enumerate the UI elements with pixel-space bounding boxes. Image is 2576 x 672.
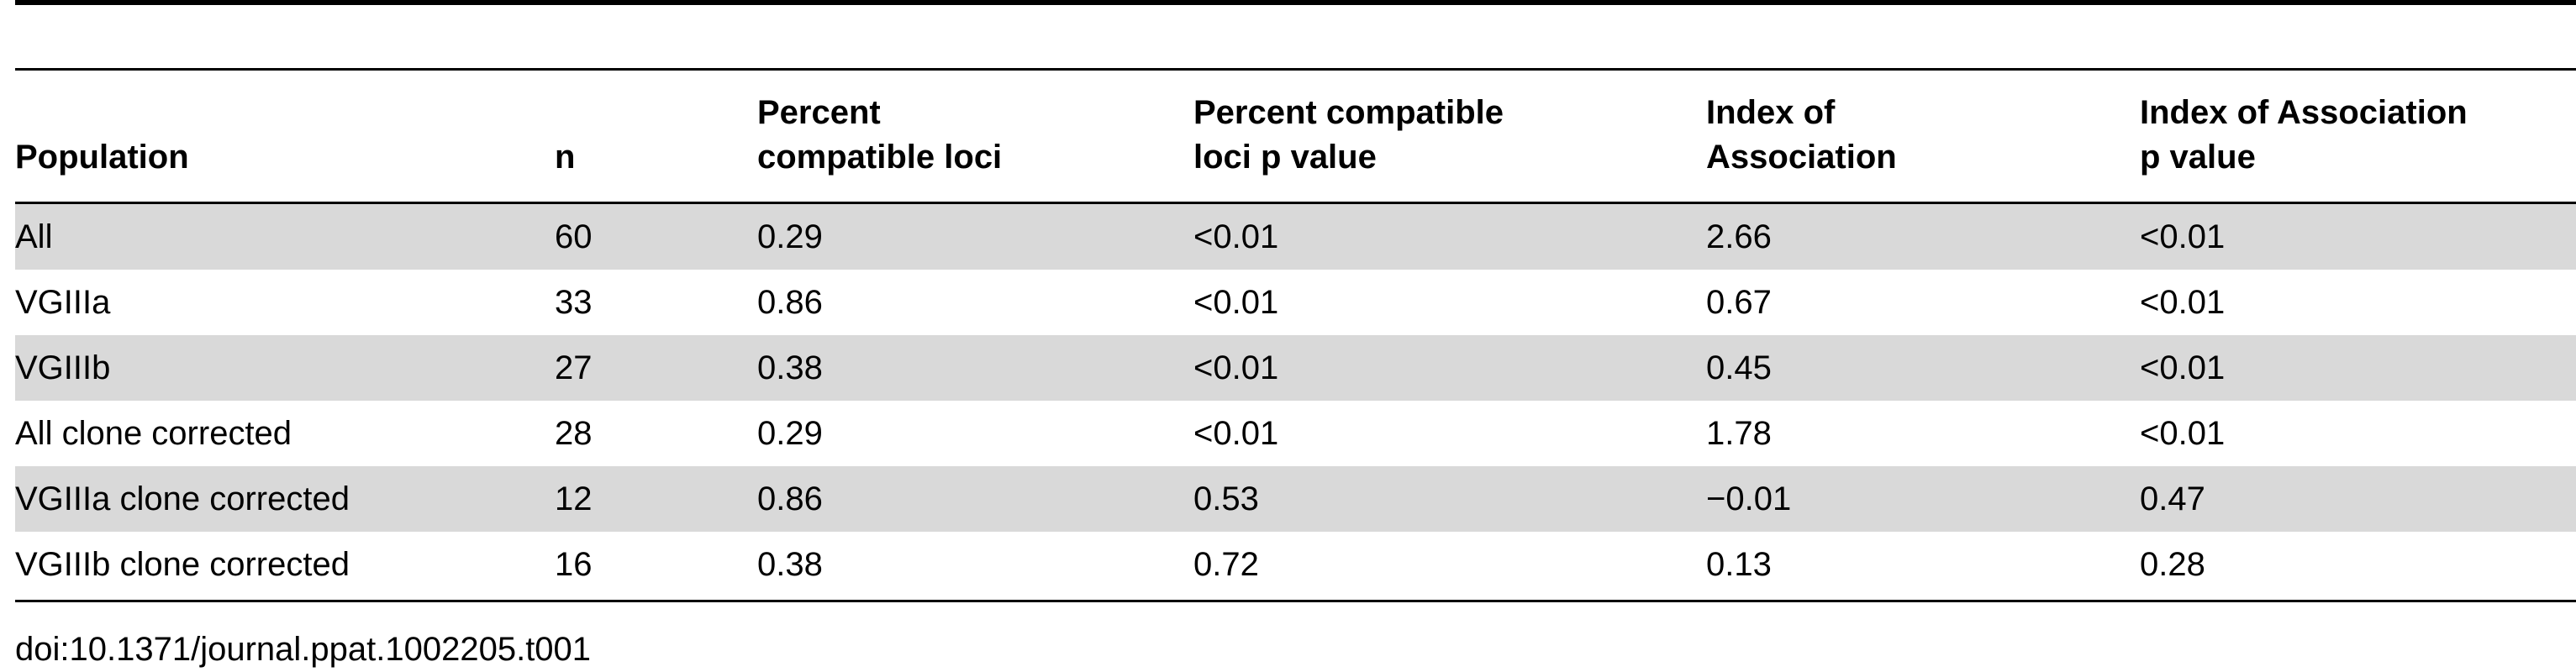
cell-n: 27	[555, 349, 593, 386]
cell-population: VGIIIa clone corrected	[15, 480, 350, 517]
table-body: All 60 0.29 <0.01 2.66 <0.01 VGIIIa 33 0…	[15, 204, 2576, 597]
cell-pcl-p-value: 0.53	[1193, 480, 1259, 517]
cell-population: VGIIIb clone corrected	[15, 546, 350, 583]
table-doi-caption: doi:10.1371/journal.ppat.1002205.t001	[15, 631, 592, 668]
cell-percent-compatible-loci: 0.29	[757, 218, 823, 255]
header-pclp-line2: loci p value	[1193, 139, 1377, 176]
cell-ia-p-value: <0.01	[2140, 349, 2226, 386]
cell-pcl-p-value: <0.01	[1193, 284, 1279, 321]
header-n-line1: n	[555, 139, 576, 176]
cell-population: VGIIIb	[15, 349, 111, 386]
cell-ia-p-value: <0.01	[2140, 218, 2226, 255]
top-rule	[15, 0, 2576, 5]
header-n: n	[555, 135, 575, 180]
header-pclp-line1: Percent compatible	[1193, 94, 1504, 131]
header-iap-line2: p value	[2140, 139, 2256, 176]
cell-ia-p-value: 0.28	[2140, 546, 2205, 583]
table-header: Population n Percent compatible loci Per…	[15, 71, 2576, 202]
cell-index-of-association: −0.01	[1706, 480, 1792, 517]
header-bottom-rule	[15, 202, 2576, 204]
header-population: Population	[15, 135, 189, 180]
cell-ia-p-value: 0.47	[2140, 480, 2205, 517]
table-row: VGIIIa clone corrected 12 0.86 0.53 −0.0…	[15, 466, 2576, 532]
cell-population: VGIIIa	[15, 284, 111, 321]
header-index-of-association: Index of Association	[1706, 91, 1897, 180]
cell-ia-p-value: <0.01	[2140, 284, 2226, 321]
table-bottom-rule	[15, 600, 2576, 602]
cell-n: 33	[555, 284, 593, 321]
table-row: VGIIIb 27 0.38 <0.01 0.45 <0.01	[15, 335, 2576, 401]
cell-n: 60	[555, 218, 593, 255]
cell-index-of-association: 0.13	[1706, 546, 1772, 583]
header-top-rule	[15, 68, 2576, 71]
header-ia-line1: Index of	[1706, 94, 1836, 131]
table-row: All clone corrected 28 0.29 <0.01 1.78 <…	[15, 401, 2576, 466]
header-population-line1: Population	[15, 139, 189, 176]
cell-percent-compatible-loci: 0.86	[757, 480, 823, 517]
cell-n: 12	[555, 480, 593, 517]
table-row: All 60 0.29 <0.01 2.66 <0.01	[15, 204, 2576, 270]
cell-percent-compatible-loci: 0.29	[757, 415, 823, 452]
table-row: VGIIIa 33 0.86 <0.01 0.67 <0.01	[15, 270, 2576, 335]
cell-index-of-association: 2.66	[1706, 218, 1772, 255]
cell-pcl-p-value: <0.01	[1193, 349, 1279, 386]
cell-index-of-association: 1.78	[1706, 415, 1772, 452]
cell-pcl-p-value: 0.72	[1193, 546, 1259, 583]
cell-percent-compatible-loci: 0.38	[757, 546, 823, 583]
cell-n: 16	[555, 546, 593, 583]
table-row: VGIIIb clone corrected 16 0.38 0.72 0.13…	[15, 532, 2576, 597]
header-pcl-line1: Percent	[757, 94, 881, 131]
header-pcl-line2: compatible loci	[757, 139, 1003, 176]
cell-n: 28	[555, 415, 593, 452]
cell-percent-compatible-loci: 0.38	[757, 349, 823, 386]
cell-pcl-p-value: <0.01	[1193, 218, 1279, 255]
cell-index-of-association: 0.67	[1706, 284, 1772, 321]
header-ia-line2: Association	[1706, 139, 1897, 176]
cell-population: All	[15, 218, 53, 255]
cell-pcl-p-value: <0.01	[1193, 415, 1279, 452]
header-pcl-p-value: Percent compatible loci p value	[1193, 91, 1504, 180]
header-ia-p-value: Index of Association p value	[2140, 91, 2468, 180]
cell-population: All clone corrected	[15, 415, 292, 452]
header-percent-compatible-loci: Percent compatible loci	[757, 91, 1002, 180]
cell-ia-p-value: <0.01	[2140, 415, 2226, 452]
cell-index-of-association: 0.45	[1706, 349, 1772, 386]
cell-percent-compatible-loci: 0.86	[757, 284, 823, 321]
header-iap-line1: Index of Association	[2140, 94, 2468, 131]
